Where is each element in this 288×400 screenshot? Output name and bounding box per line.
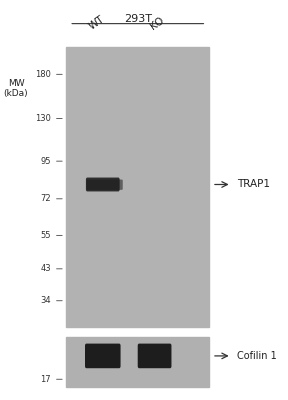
Text: WT: WT [88, 14, 107, 31]
Bar [66, 337, 209, 387]
Text: TRAP1: TRAP1 [237, 180, 270, 190]
Text: 17: 17 [40, 375, 51, 384]
Bar [66, 47, 209, 327]
Text: 34: 34 [40, 296, 51, 305]
Text: 55: 55 [41, 231, 51, 240]
FancyBboxPatch shape [85, 344, 121, 368]
FancyBboxPatch shape [86, 180, 123, 190]
FancyBboxPatch shape [86, 178, 120, 192]
Text: 130: 130 [35, 114, 51, 123]
Text: MW
(kDa): MW (kDa) [4, 79, 28, 98]
Text: 43: 43 [40, 264, 51, 273]
FancyBboxPatch shape [138, 344, 171, 368]
Text: KO: KO [149, 15, 166, 31]
Text: 72: 72 [40, 194, 51, 203]
Text: Cofilin 1: Cofilin 1 [237, 351, 277, 361]
Text: 293T: 293T [124, 14, 152, 24]
Text: 180: 180 [35, 70, 51, 79]
Text: 95: 95 [41, 157, 51, 166]
